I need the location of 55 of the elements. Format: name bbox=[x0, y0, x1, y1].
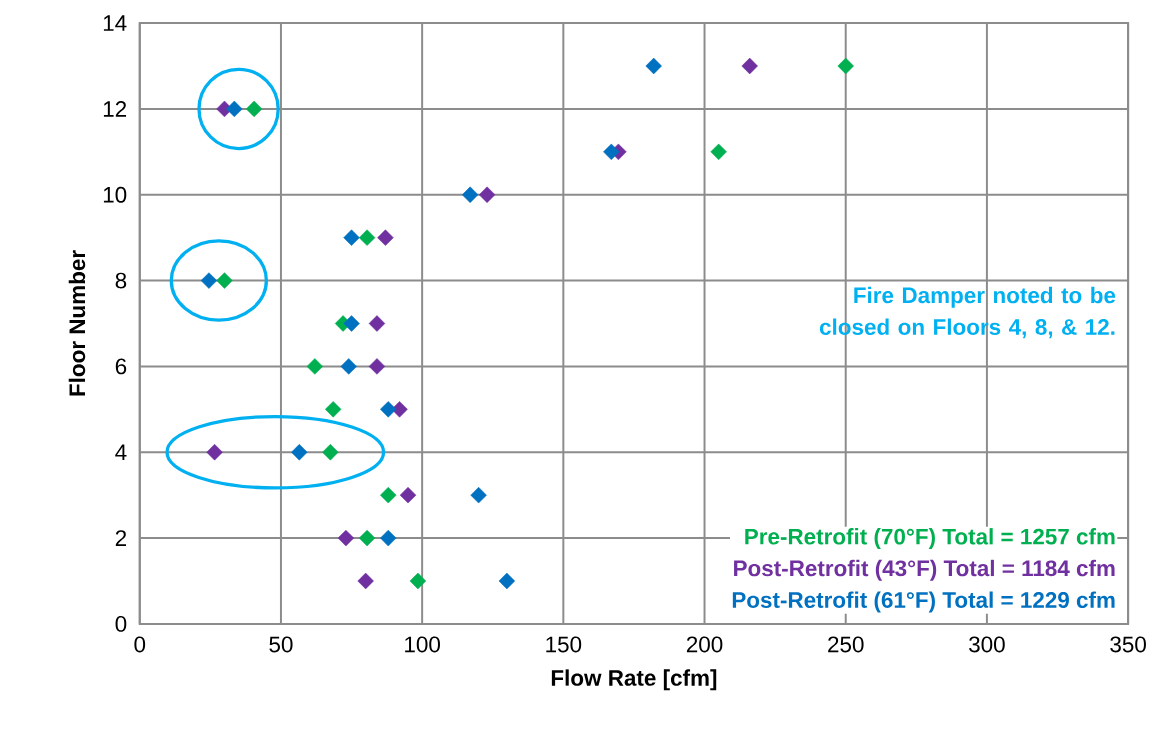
point bbox=[377, 229, 394, 246]
point bbox=[226, 100, 243, 118]
annotation: Fire Damper noted to be closed on Floors 4, 8, & 12. bbox=[819, 286, 1116, 339]
point bbox=[645, 57, 662, 75]
point bbox=[368, 315, 386, 332]
point bbox=[343, 229, 360, 246]
point bbox=[498, 572, 516, 590]
point bbox=[200, 272, 218, 289]
point bbox=[470, 487, 487, 504]
point bbox=[380, 401, 397, 418]
y-tick-label: 10 bbox=[103, 186, 127, 203]
x-tick-label: 100 bbox=[405, 636, 440, 653]
point bbox=[206, 444, 223, 461]
y-tick-label: 14 bbox=[103, 15, 127, 31]
point bbox=[245, 100, 263, 118]
point bbox=[357, 572, 374, 590]
point bbox=[710, 143, 727, 161]
x-tick-label: 300 bbox=[969, 636, 1005, 653]
point bbox=[358, 229, 376, 246]
point bbox=[380, 530, 397, 547]
y-tick-label: 8 bbox=[115, 272, 127, 289]
point bbox=[343, 315, 360, 332]
point bbox=[741, 57, 758, 75]
x-tick-label: 50 bbox=[269, 636, 293, 653]
x-axis-title: Flow Rate [cfm] bbox=[551, 669, 717, 691]
point bbox=[306, 358, 324, 375]
point bbox=[461, 186, 479, 204]
point bbox=[603, 143, 620, 161]
point bbox=[340, 358, 357, 375]
point bbox=[399, 487, 417, 504]
y-tick-label: 6 bbox=[115, 358, 127, 375]
point bbox=[837, 57, 854, 75]
y-tick-label: 0 bbox=[115, 616, 127, 632]
point bbox=[409, 572, 427, 590]
y-tick-label: 12 bbox=[103, 101, 127, 117]
y-tick-label: 2 bbox=[115, 530, 127, 547]
text: Post-Retrofit (43°F) Total = 1184 cfm bbox=[734, 559, 1115, 581]
x-tick-label: 150 bbox=[546, 636, 582, 653]
point bbox=[358, 530, 376, 547]
x-tick-label: 0 bbox=[134, 636, 146, 653]
y-axis-title: Floor Number bbox=[68, 250, 86, 396]
point bbox=[368, 358, 386, 375]
point bbox=[478, 186, 496, 204]
point bbox=[216, 272, 233, 289]
point bbox=[380, 487, 397, 504]
point bbox=[337, 530, 355, 547]
text: Pre-Retrofit (70°F) Total = 1257 cfm bbox=[745, 528, 1115, 550]
point bbox=[291, 444, 308, 461]
point bbox=[325, 401, 342, 418]
y-tick-label: 4 bbox=[115, 444, 127, 461]
x-tick-label: 200 bbox=[686, 636, 723, 653]
text: Post-Retrofit (61°F) Total = 1229 cfm bbox=[732, 591, 1115, 613]
point bbox=[322, 444, 339, 461]
x-tick-label: 350 bbox=[1110, 636, 1146, 653]
x-tick-label: 250 bbox=[828, 636, 864, 653]
